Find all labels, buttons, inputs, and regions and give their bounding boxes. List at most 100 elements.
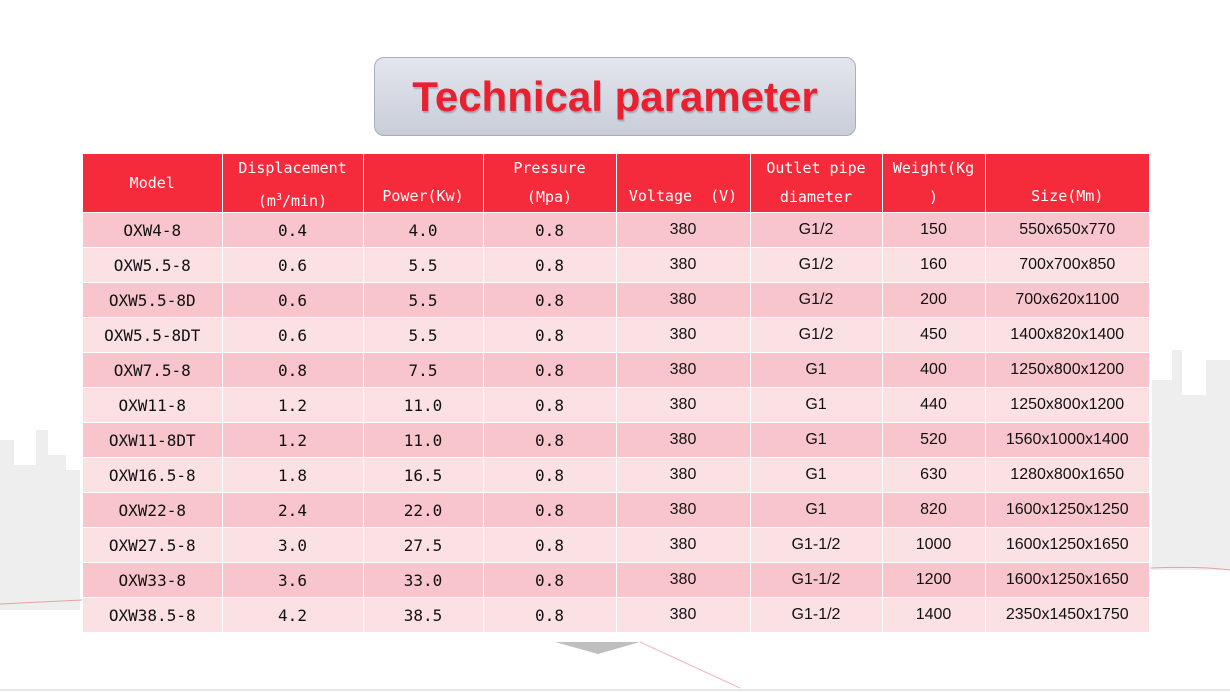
header-size: Size(Mm) <box>985 154 1149 213</box>
cell-voltage: 380 <box>616 387 751 423</box>
cell-weight: 820 <box>882 492 986 528</box>
header-power: Power(Kw) <box>363 154 484 213</box>
table-row: OXW7.5-8 0.8 7.5 0.8 380 G1 400 1250x800… <box>83 352 1149 388</box>
cell-size: 700x620x1100 <box>985 282 1149 318</box>
table-row: OXW16.5-8 1.8 16.5 0.8 380 G1 630 1280x8… <box>83 457 1149 493</box>
cell-size: 1400x820x1400 <box>985 317 1149 353</box>
cell-displacement: 1.8 <box>222 457 364 493</box>
cell-model: OXW16.5-8 <box>83 457 223 493</box>
cell-outlet: G1-1/2 <box>750 527 883 563</box>
cell-outlet: G1/2 <box>750 282 883 318</box>
cell-size: 1250x800x1200 <box>985 352 1149 388</box>
header-voltage: Voltage (V) <box>616 154 751 213</box>
cell-power: 11.0 <box>363 422 484 458</box>
cell-power: 5.5 <box>363 317 484 353</box>
cell-outlet: G1 <box>750 457 883 493</box>
cell-model: OXW33-8 <box>83 562 223 598</box>
cell-model: OXW22-8 <box>83 492 223 528</box>
cell-voltage: 380 <box>616 422 751 458</box>
cell-power: 16.5 <box>363 457 484 493</box>
cell-power: 27.5 <box>363 527 484 563</box>
cell-displacement: 4.2 <box>222 597 364 632</box>
cell-outlet: G1 <box>750 387 883 423</box>
cell-outlet: G1/2 <box>750 247 883 283</box>
cell-displacement: 0.8 <box>222 352 364 388</box>
header-weight: Weight(Kg ) <box>882 154 986 213</box>
cell-size: 1600x1250x1650 <box>985 527 1149 563</box>
table-header-row: Model Displacement (m3/min) Power(Kw) Pr… <box>83 154 1149 213</box>
cell-weight: 1400 <box>882 597 986 632</box>
cell-weight: 1200 <box>882 562 986 598</box>
cell-model: OXW27.5-8 <box>83 527 223 563</box>
cell-weight: 1000 <box>882 527 986 563</box>
header-displacement: Displacement (m3/min) <box>222 154 364 213</box>
cell-power: 4.0 <box>363 212 484 248</box>
cell-voltage: 380 <box>616 527 751 563</box>
cell-voltage: 380 <box>616 562 751 598</box>
cell-pressure: 0.8 <box>483 247 617 283</box>
cell-pressure: 0.8 <box>483 562 617 598</box>
cell-size: 1560x1000x1400 <box>985 422 1149 458</box>
cell-model: OXW5.5-8DT <box>83 317 223 353</box>
table-row: OXW5.5-8 0.6 5.5 0.8 380 G1/2 160 700x70… <box>83 247 1149 283</box>
cell-size: 1250x800x1200 <box>985 387 1149 423</box>
page-title: Technical parameter <box>412 72 818 120</box>
cell-displacement: 0.4 <box>222 212 364 248</box>
table-row: OXW5.5-8DT 0.6 5.5 0.8 380 G1/2 450 1400… <box>83 317 1149 353</box>
cell-displacement: 1.2 <box>222 387 364 423</box>
cell-power: 5.5 <box>363 247 484 283</box>
cell-model: OXW38.5-8 <box>83 597 223 632</box>
table-row: OXW33-8 3.6 33.0 0.8 380 G1-1/2 1200 160… <box>83 562 1149 598</box>
cell-weight: 450 <box>882 317 986 353</box>
cell-power: 22.0 <box>363 492 484 528</box>
cell-power: 38.5 <box>363 597 484 632</box>
cell-size: 1600x1250x1250 <box>985 492 1149 528</box>
cell-voltage: 380 <box>616 247 751 283</box>
cell-weight: 520 <box>882 422 986 458</box>
header-outlet-pipe-diameter: Outlet pipe diameter <box>750 154 883 213</box>
cell-size: 1600x1250x1650 <box>985 562 1149 598</box>
cell-size: 700x700x850 <box>985 247 1149 283</box>
cell-voltage: 380 <box>616 282 751 318</box>
table-row: OXW27.5-8 3.0 27.5 0.8 380 G1-1/2 1000 1… <box>83 527 1149 563</box>
cell-outlet: G1-1/2 <box>750 562 883 598</box>
cell-pressure: 0.8 <box>483 352 617 388</box>
table-row: OXW11-8DT 1.2 11.0 0.8 380 G1 520 1560x1… <box>83 422 1149 458</box>
table-row: OXW11-8 1.2 11.0 0.8 380 G1 440 1250x800… <box>83 387 1149 423</box>
cell-pressure: 0.8 <box>483 527 617 563</box>
cell-pressure: 0.8 <box>483 387 617 423</box>
cell-weight: 630 <box>882 457 986 493</box>
technical-parameter-table: Model Displacement (m3/min) Power(Kw) Pr… <box>83 154 1149 632</box>
cell-weight: 150 <box>882 212 986 248</box>
cell-voltage: 380 <box>616 597 751 632</box>
cell-model: OXW11-8 <box>83 387 223 423</box>
cell-weight: 400 <box>882 352 986 388</box>
cell-displacement: 0.6 <box>222 282 364 318</box>
cell-voltage: 380 <box>616 457 751 493</box>
title-banner: Technical parameter <box>374 57 856 136</box>
cell-outlet: G1 <box>750 492 883 528</box>
cell-pressure: 0.8 <box>483 282 617 318</box>
cell-outlet: G1 <box>750 352 883 388</box>
cell-model: OXW5.5-8 <box>83 247 223 283</box>
cell-weight: 200 <box>882 282 986 318</box>
cell-power: 7.5 <box>363 352 484 388</box>
cell-model: OXW11-8DT <box>83 422 223 458</box>
cell-pressure: 0.8 <box>483 212 617 248</box>
table-row: OXW5.5-8D 0.6 5.5 0.8 380 G1/2 200 700x6… <box>83 282 1149 318</box>
cell-weight: 160 <box>882 247 986 283</box>
table-row: OXW22-8 2.4 22.0 0.8 380 G1 820 1600x125… <box>83 492 1149 528</box>
cell-pressure: 0.8 <box>483 457 617 493</box>
table-row: OXW38.5-8 4.2 38.5 0.8 380 G1-1/2 1400 2… <box>83 597 1149 632</box>
cell-power: 33.0 <box>363 562 484 598</box>
cell-pressure: 0.8 <box>483 422 617 458</box>
cell-displacement: 2.4 <box>222 492 364 528</box>
cell-voltage: 380 <box>616 317 751 353</box>
cell-displacement: 3.6 <box>222 562 364 598</box>
cell-pressure: 0.8 <box>483 492 617 528</box>
cell-model: OXW4-8 <box>83 212 223 248</box>
cell-outlet: G1/2 <box>750 212 883 248</box>
cell-voltage: 380 <box>616 212 751 248</box>
cell-outlet: G1 <box>750 422 883 458</box>
